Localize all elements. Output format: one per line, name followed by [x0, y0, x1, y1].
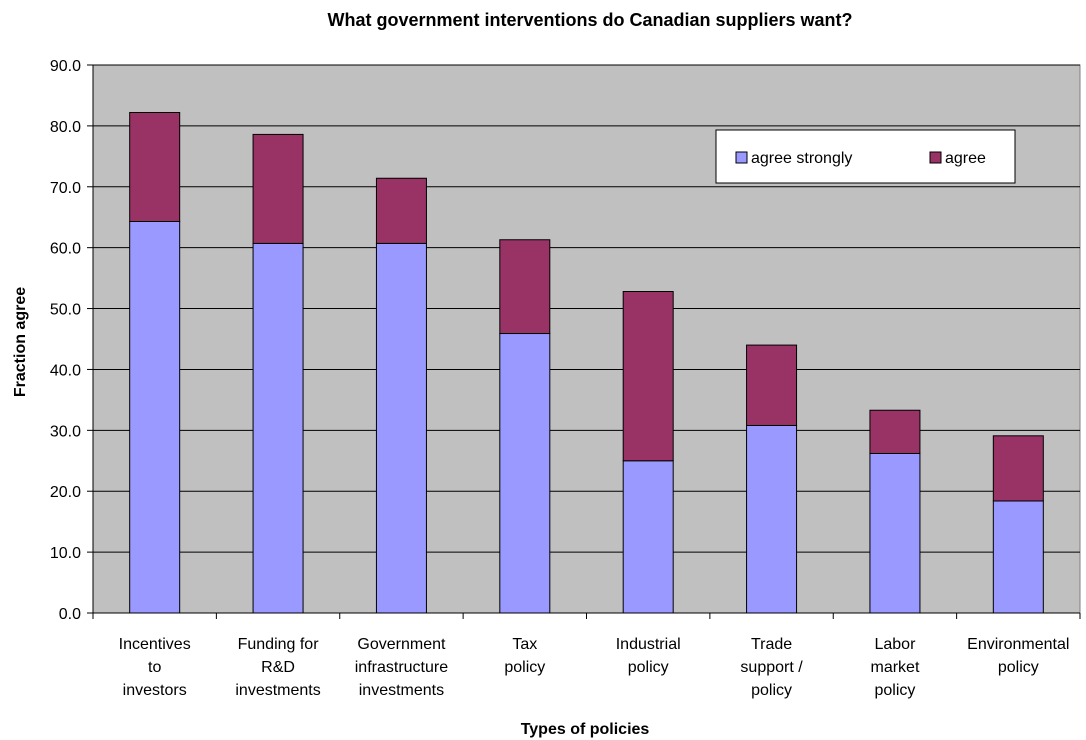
- x-category-label-line: policy: [874, 682, 915, 699]
- x-category-label-line: R&D: [261, 659, 295, 676]
- x-category-label-line: policy: [751, 682, 792, 699]
- x-category-label: Industrial policy: [616, 636, 681, 676]
- bar-segment-agree-strongly: [992, 500, 1044, 614]
- y-tick-label: 90.0: [50, 58, 81, 75]
- legend-box: [715, 129, 1016, 184]
- x-category-label-line: to: [148, 659, 161, 676]
- y-tick-labels: 0.0 10.0 20.0 30.0 40.0 50.0 60.0 70.0 80.0 90.0: [50, 58, 81, 623]
- x-category-label: Funding for R&D investments: [235, 636, 320, 699]
- legend-swatch-agree-strongly: [735, 151, 748, 164]
- x-category-label-line: investors: [123, 682, 187, 699]
- x-category-label-line: Environmental: [967, 636, 1069, 653]
- bar-segment-agree: [375, 177, 427, 244]
- x-category-label: Government infrastructure investments: [355, 636, 448, 699]
- y-tick-label: 0.0: [59, 606, 81, 623]
- axes: [87, 64, 1081, 619]
- bar-segment-agree: [992, 435, 1044, 502]
- x-category-label-line: investments: [235, 682, 320, 699]
- x-category-label-line: Tax: [512, 636, 537, 653]
- x-category-label-line: Labor: [874, 636, 916, 653]
- x-category-label-line: policy: [628, 659, 669, 676]
- bar-segment-agree: [129, 111, 181, 222]
- x-category-label: Incentives to investors: [119, 636, 191, 699]
- chart-title: What government interventions do Canadia…: [327, 10, 852, 30]
- x-category-label-line: infrastructure: [355, 659, 448, 676]
- bar-segment-agree-strongly: [622, 460, 674, 614]
- y-tick-label: 20.0: [50, 484, 81, 501]
- x-category-label-line: Trade: [751, 636, 792, 653]
- bar-segment-agree-strongly: [869, 452, 921, 614]
- y-axis-title: Fraction agree: [12, 287, 29, 397]
- x-category-label: Tax policy: [504, 636, 545, 676]
- legend-label-agree: agree: [945, 150, 986, 167]
- legend-swatch-agree: [929, 151, 942, 164]
- bar-segment-agree-strongly: [129, 220, 181, 614]
- y-tick-label: 60.0: [50, 241, 81, 258]
- x-category-label-line: Incentives: [119, 636, 191, 653]
- bar-segment-agree-strongly: [746, 424, 798, 614]
- bars: [129, 111, 1044, 614]
- x-category-label-line: policy: [504, 659, 545, 676]
- bar-segment-agree: [252, 133, 304, 244]
- x-category-label: Labor market policy: [870, 636, 919, 699]
- legend: agree strongly agree: [715, 129, 1016, 184]
- bar-segment-agree-strongly: [375, 242, 427, 614]
- x-category-label-line: Government: [357, 636, 446, 653]
- x-category-label-line: investments: [359, 682, 444, 699]
- x-category-label-line: Industrial: [616, 636, 681, 653]
- x-category-label-line: market: [870, 659, 919, 676]
- bar-segment-agree: [622, 291, 674, 462]
- x-category-label: Environmental policy: [967, 636, 1069, 676]
- y-tick-label: 50.0: [50, 302, 81, 319]
- bar-segment-agree: [499, 239, 551, 335]
- x-category-labels: Incentives to investors Funding for R&D inves…: [119, 636, 1070, 699]
- bar-segment-agree-strongly: [499, 333, 551, 614]
- bar-segment-agree: [869, 409, 921, 454]
- x-category-label-line: support /: [740, 659, 803, 676]
- bar-segment-agree: [746, 344, 798, 426]
- y-tick-label: 70.0: [50, 180, 81, 197]
- x-axis-title: Types of policies: [521, 721, 650, 738]
- y-tick-label: 30.0: [50, 423, 81, 440]
- x-category-label: Trade support / policy: [740, 636, 803, 699]
- x-category-label-line: policy: [998, 659, 1039, 676]
- y-tick-label: 80.0: [50, 119, 81, 136]
- x-category-label-line: Funding for: [238, 636, 320, 653]
- y-tick-label: 40.0: [50, 362, 81, 379]
- y-tick-label: 10.0: [50, 545, 81, 562]
- legend-label-agree-strongly: agree strongly: [751, 150, 852, 167]
- bar-segment-agree-strongly: [252, 242, 304, 614]
